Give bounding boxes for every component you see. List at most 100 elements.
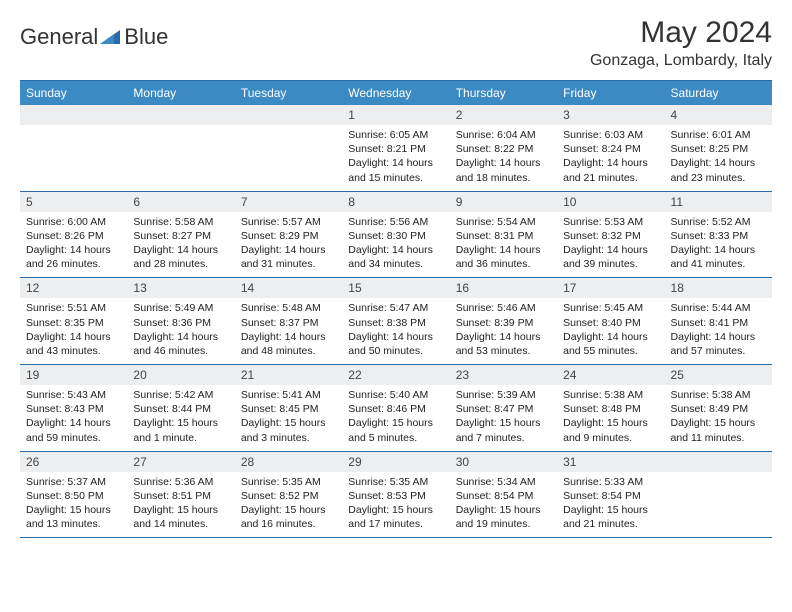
sunrise-line: Sunrise: 5:35 AM <box>348 475 443 489</box>
day-details: Sunrise: 5:54 AMSunset: 8:31 PMDaylight:… <box>450 212 557 278</box>
sunrise-line: Sunrise: 5:54 AM <box>456 215 551 229</box>
header: General Blue May 2024 Gonzaga, Lombardy,… <box>20 16 772 70</box>
day-details: Sunrise: 5:36 AMSunset: 8:51 PMDaylight:… <box>127 472 234 538</box>
sunrise-line: Sunrise: 6:04 AM <box>456 128 551 142</box>
week-row: 19Sunrise: 5:43 AMSunset: 8:43 PMDayligh… <box>20 365 772 452</box>
day-number: 27 <box>127 452 234 472</box>
daylight-line: Daylight: 14 hours and 18 minutes. <box>456 156 551 184</box>
sunrise-line: Sunrise: 5:49 AM <box>133 301 228 315</box>
sunset-line: Sunset: 8:27 PM <box>133 229 228 243</box>
day-details: Sunrise: 5:41 AMSunset: 8:45 PMDaylight:… <box>235 385 342 451</box>
day-number: 29 <box>342 452 449 472</box>
sunrise-line: Sunrise: 5:45 AM <box>563 301 658 315</box>
day-cell: 9Sunrise: 5:54 AMSunset: 8:31 PMDaylight… <box>450 192 557 278</box>
dayname-saturday: Saturday <box>665 81 772 105</box>
day-cell: 7Sunrise: 5:57 AMSunset: 8:29 PMDaylight… <box>235 192 342 278</box>
day-cell: 16Sunrise: 5:46 AMSunset: 8:39 PMDayligh… <box>450 278 557 364</box>
day-number: 12 <box>20 278 127 298</box>
day-cell: 19Sunrise: 5:43 AMSunset: 8:43 PMDayligh… <box>20 365 127 451</box>
day-cell: 29Sunrise: 5:35 AMSunset: 8:53 PMDayligh… <box>342 452 449 538</box>
day-number: 21 <box>235 365 342 385</box>
sunrise-line: Sunrise: 6:03 AM <box>563 128 658 142</box>
sunset-line: Sunset: 8:38 PM <box>348 316 443 330</box>
day-cell: 22Sunrise: 5:40 AMSunset: 8:46 PMDayligh… <box>342 365 449 451</box>
day-details <box>665 472 772 481</box>
day-cell: 17Sunrise: 5:45 AMSunset: 8:40 PMDayligh… <box>557 278 664 364</box>
dayname-thursday: Thursday <box>450 81 557 105</box>
day-cell: 12Sunrise: 5:51 AMSunset: 8:35 PMDayligh… <box>20 278 127 364</box>
sunset-line: Sunset: 8:43 PM <box>26 402 121 416</box>
day-number: 3 <box>557 105 664 125</box>
day-cell: 15 Sunrise: 5:47 AMSunset: 8:38 PMDayligh… <box>342 278 449 364</box>
sunrise-line: Sunrise: 6:05 AM <box>348 128 443 142</box>
daylight-line: Daylight: 15 hours and 19 minutes. <box>456 503 551 531</box>
daylight-line: Daylight: 14 hours and 55 minutes. <box>563 330 658 358</box>
day-cell: 14Sunrise: 5:48 AMSunset: 8:37 PMDayligh… <box>235 278 342 364</box>
day-details: Sunrise: 5:43 AMSunset: 8:43 PMDaylight:… <box>20 385 127 451</box>
sunrise-line: Sunrise: 5:43 AM <box>26 388 121 402</box>
day-details: Sunrise: 5:35 AMSunset: 8:52 PMDaylight:… <box>235 472 342 538</box>
dayname-tuesday: Tuesday <box>235 81 342 105</box>
calendar-table: SundayMondayTuesdayWednesdayThursdayFrid… <box>20 80 772 538</box>
sunrise-line: Sunrise: 5:39 AM <box>456 388 551 402</box>
day-number: 13 <box>127 278 234 298</box>
daylight-line: Daylight: 14 hours and 31 minutes. <box>241 243 336 271</box>
sunrise-line: Sunrise: 5:58 AM <box>133 215 228 229</box>
dayname-wednesday: Wednesday <box>342 81 449 105</box>
daylight-line: Daylight: 14 hours and 36 minutes. <box>456 243 551 271</box>
daylight-line: Daylight: 14 hours and 46 minutes. <box>133 330 228 358</box>
daylight-line: Daylight: 14 hours and 57 minutes. <box>671 330 766 358</box>
daylight-line: Daylight: 14 hours and 59 minutes. <box>26 416 121 444</box>
day-details: Sunrise: 5:57 AMSunset: 8:29 PMDaylight:… <box>235 212 342 278</box>
week-row: 5Sunrise: 6:00 AMSunset: 8:26 PMDaylight… <box>20 192 772 279</box>
daylight-line: Daylight: 14 hours and 26 minutes. <box>26 243 121 271</box>
daylight-line: Daylight: 14 hours and 43 minutes. <box>26 330 121 358</box>
day-number: 30 <box>450 452 557 472</box>
day-details: Sunrise: 5:38 AMSunset: 8:49 PMDaylight:… <box>665 385 772 451</box>
daylight-line: Daylight: 14 hours and 34 minutes. <box>348 243 443 271</box>
day-number: 20 <box>127 365 234 385</box>
day-number: 18 <box>665 278 772 298</box>
day-number: 6 <box>127 192 234 212</box>
daylight-line: Daylight: 14 hours and 41 minutes. <box>671 243 766 271</box>
sunrise-line: Sunrise: 5:41 AM <box>241 388 336 402</box>
sunrise-line: Sunrise: 5:38 AM <box>563 388 658 402</box>
day-cell: 5Sunrise: 6:00 AMSunset: 8:26 PMDaylight… <box>20 192 127 278</box>
sunrise-line: Sunrise: 5:52 AM <box>671 215 766 229</box>
daylight-line: Daylight: 14 hours and 23 minutes. <box>671 156 766 184</box>
day-cell: 6Sunrise: 5:58 AMSunset: 8:27 PMDaylight… <box>127 192 234 278</box>
day-details: Sunrise: 6:04 AMSunset: 8:22 PMDaylight:… <box>450 125 557 191</box>
month-title: May 2024 <box>590 16 772 50</box>
logo-triangle-icon <box>100 28 122 46</box>
sunset-line: Sunset: 8:50 PM <box>26 489 121 503</box>
sunset-line: Sunset: 8:52 PM <box>241 489 336 503</box>
day-details: Sunrise: 5:49 AMSunset: 8:36 PMDaylight:… <box>127 298 234 364</box>
daylight-line: Daylight: 15 hours and 14 minutes. <box>133 503 228 531</box>
day-number: 17 <box>557 278 664 298</box>
daylight-line: Daylight: 14 hours and 21 minutes. <box>563 156 658 184</box>
day-details: Sunrise: 5:46 AMSunset: 8:39 PMDaylight:… <box>450 298 557 364</box>
day-number <box>665 452 772 472</box>
day-number: 15 <box>342 278 449 298</box>
day-details: Sunrise: 5:53 AMSunset: 8:32 PMDaylight:… <box>557 212 664 278</box>
day-details: Sunrise: 5:42 AMSunset: 8:44 PMDaylight:… <box>127 385 234 451</box>
sunrise-line: Sunrise: 5:56 AM <box>348 215 443 229</box>
day-details: Sunrise: 5:39 AMSunset: 8:47 PMDaylight:… <box>450 385 557 451</box>
sunset-line: Sunset: 8:51 PM <box>133 489 228 503</box>
sunset-line: Sunset: 8:46 PM <box>348 402 443 416</box>
sunrise-line: Sunrise: 6:01 AM <box>671 128 766 142</box>
day-cell: 18Sunrise: 5:44 AMSunset: 8:41 PMDayligh… <box>665 278 772 364</box>
sunrise-line: Sunrise: 5:35 AM <box>241 475 336 489</box>
sunrise-line: Sunrise: 5:47 AM <box>348 301 443 315</box>
day-cell: 13Sunrise: 5:49 AMSunset: 8:36 PMDayligh… <box>127 278 234 364</box>
sunset-line: Sunset: 8:45 PM <box>241 402 336 416</box>
day-cell: 28Sunrise: 5:35 AMSunset: 8:52 PMDayligh… <box>235 452 342 538</box>
day-details: Sunrise: 5:33 AMSunset: 8:54 PMDaylight:… <box>557 472 664 538</box>
day-number: 22 <box>342 365 449 385</box>
sunset-line: Sunset: 8:39 PM <box>456 316 551 330</box>
day-details <box>127 125 234 134</box>
daylight-line: Daylight: 14 hours and 50 minutes. <box>348 330 443 358</box>
day-details: Sunrise: 5:38 AMSunset: 8:48 PMDaylight:… <box>557 385 664 451</box>
daylight-line: Daylight: 15 hours and 5 minutes. <box>348 416 443 444</box>
sunset-line: Sunset: 8:26 PM <box>26 229 121 243</box>
